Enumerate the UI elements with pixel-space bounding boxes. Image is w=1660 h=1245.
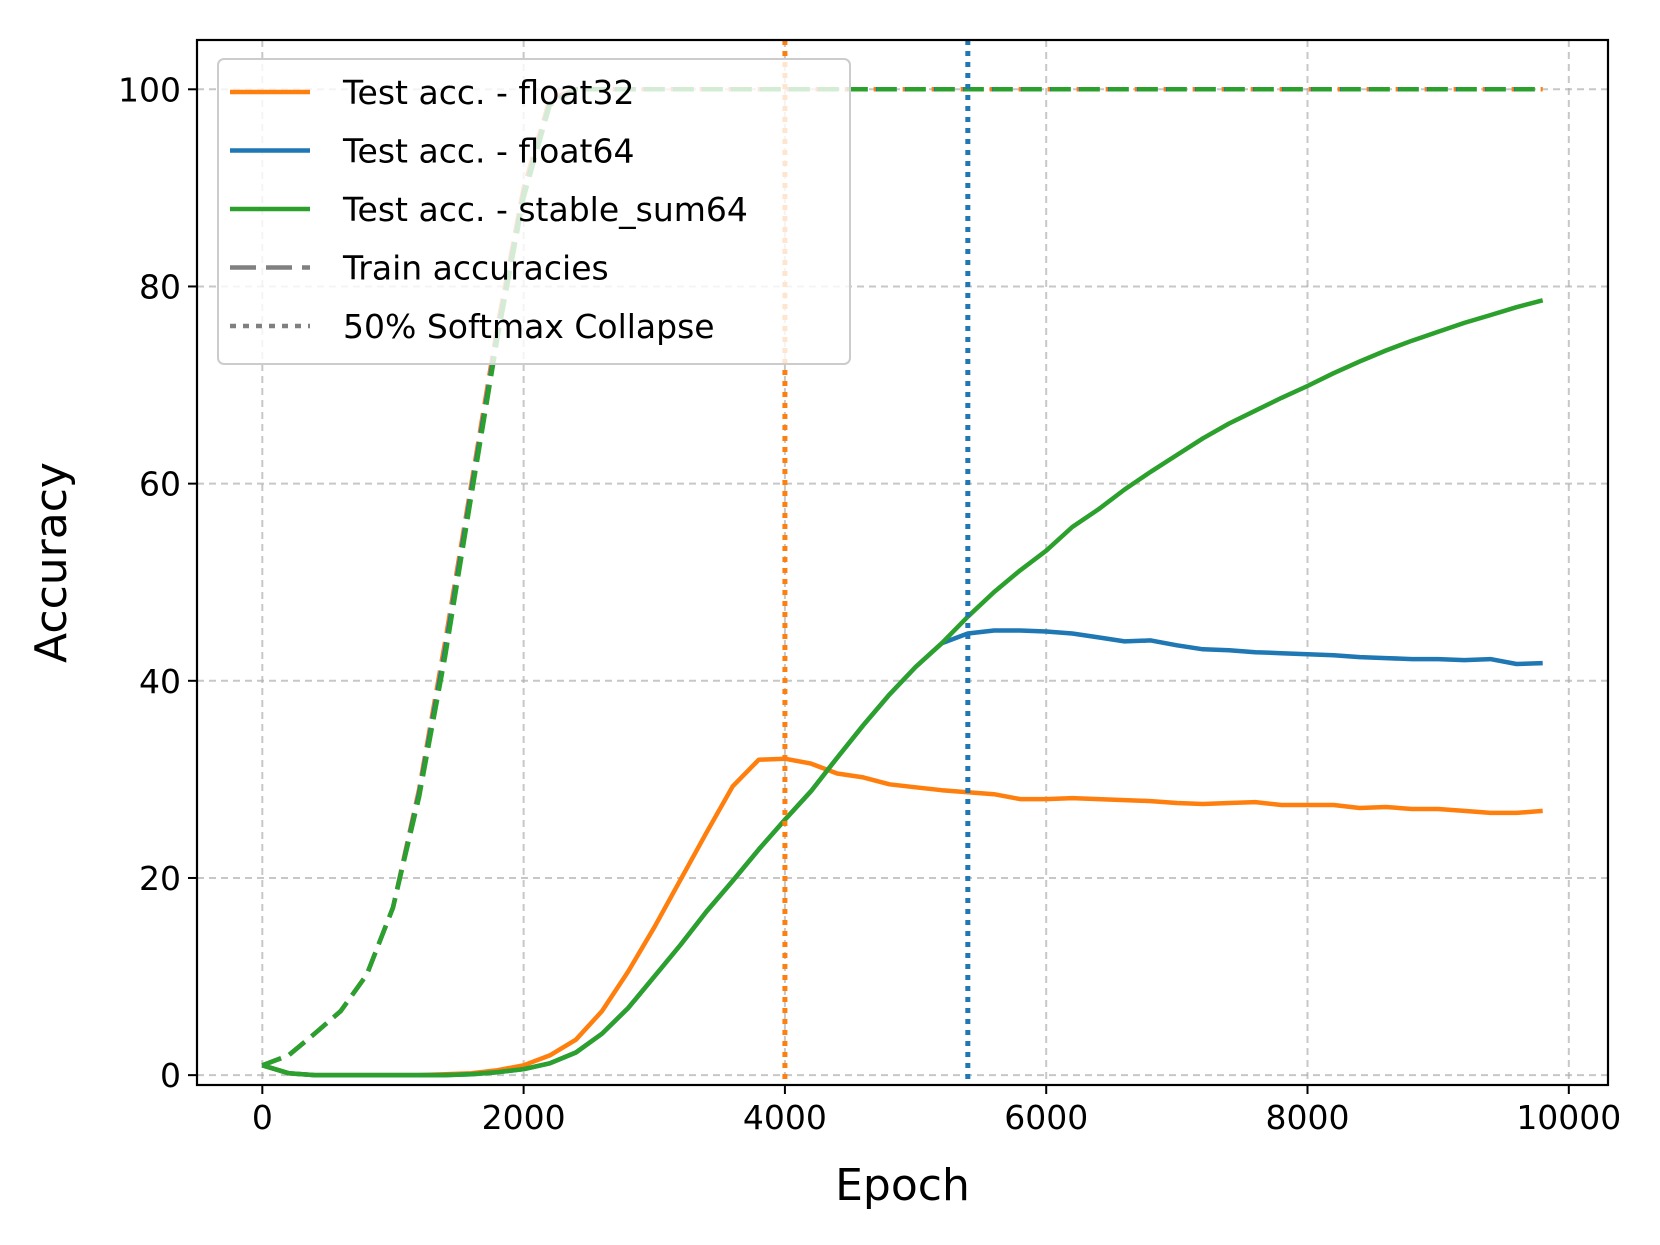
plot-lines: [261, 40, 1544, 1085]
legend-label: 50% Softmax Collapse: [343, 307, 715, 346]
y-tick-label: 0: [160, 1056, 181, 1095]
y-tick-label: 20: [139, 859, 181, 898]
legend-label: Test acc. - float64: [342, 132, 635, 171]
plot-frame: [195, 38, 1610, 1087]
x-tick-label: 6000: [1004, 1098, 1088, 1137]
x-tick-label: 0: [252, 1098, 273, 1137]
legend-label: Train accuracies: [342, 249, 609, 288]
legend-label: Test acc. - stable_sum64: [342, 190, 748, 229]
ticks: 0 2000 4000 6000 8000 10000 0 20 40 60 80 100: [118, 70, 1621, 1137]
x-tick-label: 10000: [1516, 1098, 1621, 1137]
y-tick-label: 60: [139, 465, 181, 504]
x-tick-label: 2000: [482, 1098, 566, 1137]
legend-label: Test acc. - float32: [342, 73, 635, 112]
test-stable-sum64-line: [261, 298, 1544, 1078]
legend-box: [217, 58, 851, 365]
x-tick-label: 4000: [743, 1098, 827, 1137]
y-axis-title: Accuracy: [26, 462, 77, 663]
train-stable-sum64-line: [261, 87, 1543, 1068]
y-tick-label: 80: [139, 267, 181, 306]
x-tick-label: 8000: [1266, 1098, 1350, 1137]
y-tick-label: 40: [139, 662, 181, 701]
y-tick-label: 100: [118, 70, 181, 109]
legend: Test acc. - float32 Test acc. - float64 Te…: [217, 58, 851, 365]
x-axis-title: Epoch: [835, 1160, 970, 1211]
